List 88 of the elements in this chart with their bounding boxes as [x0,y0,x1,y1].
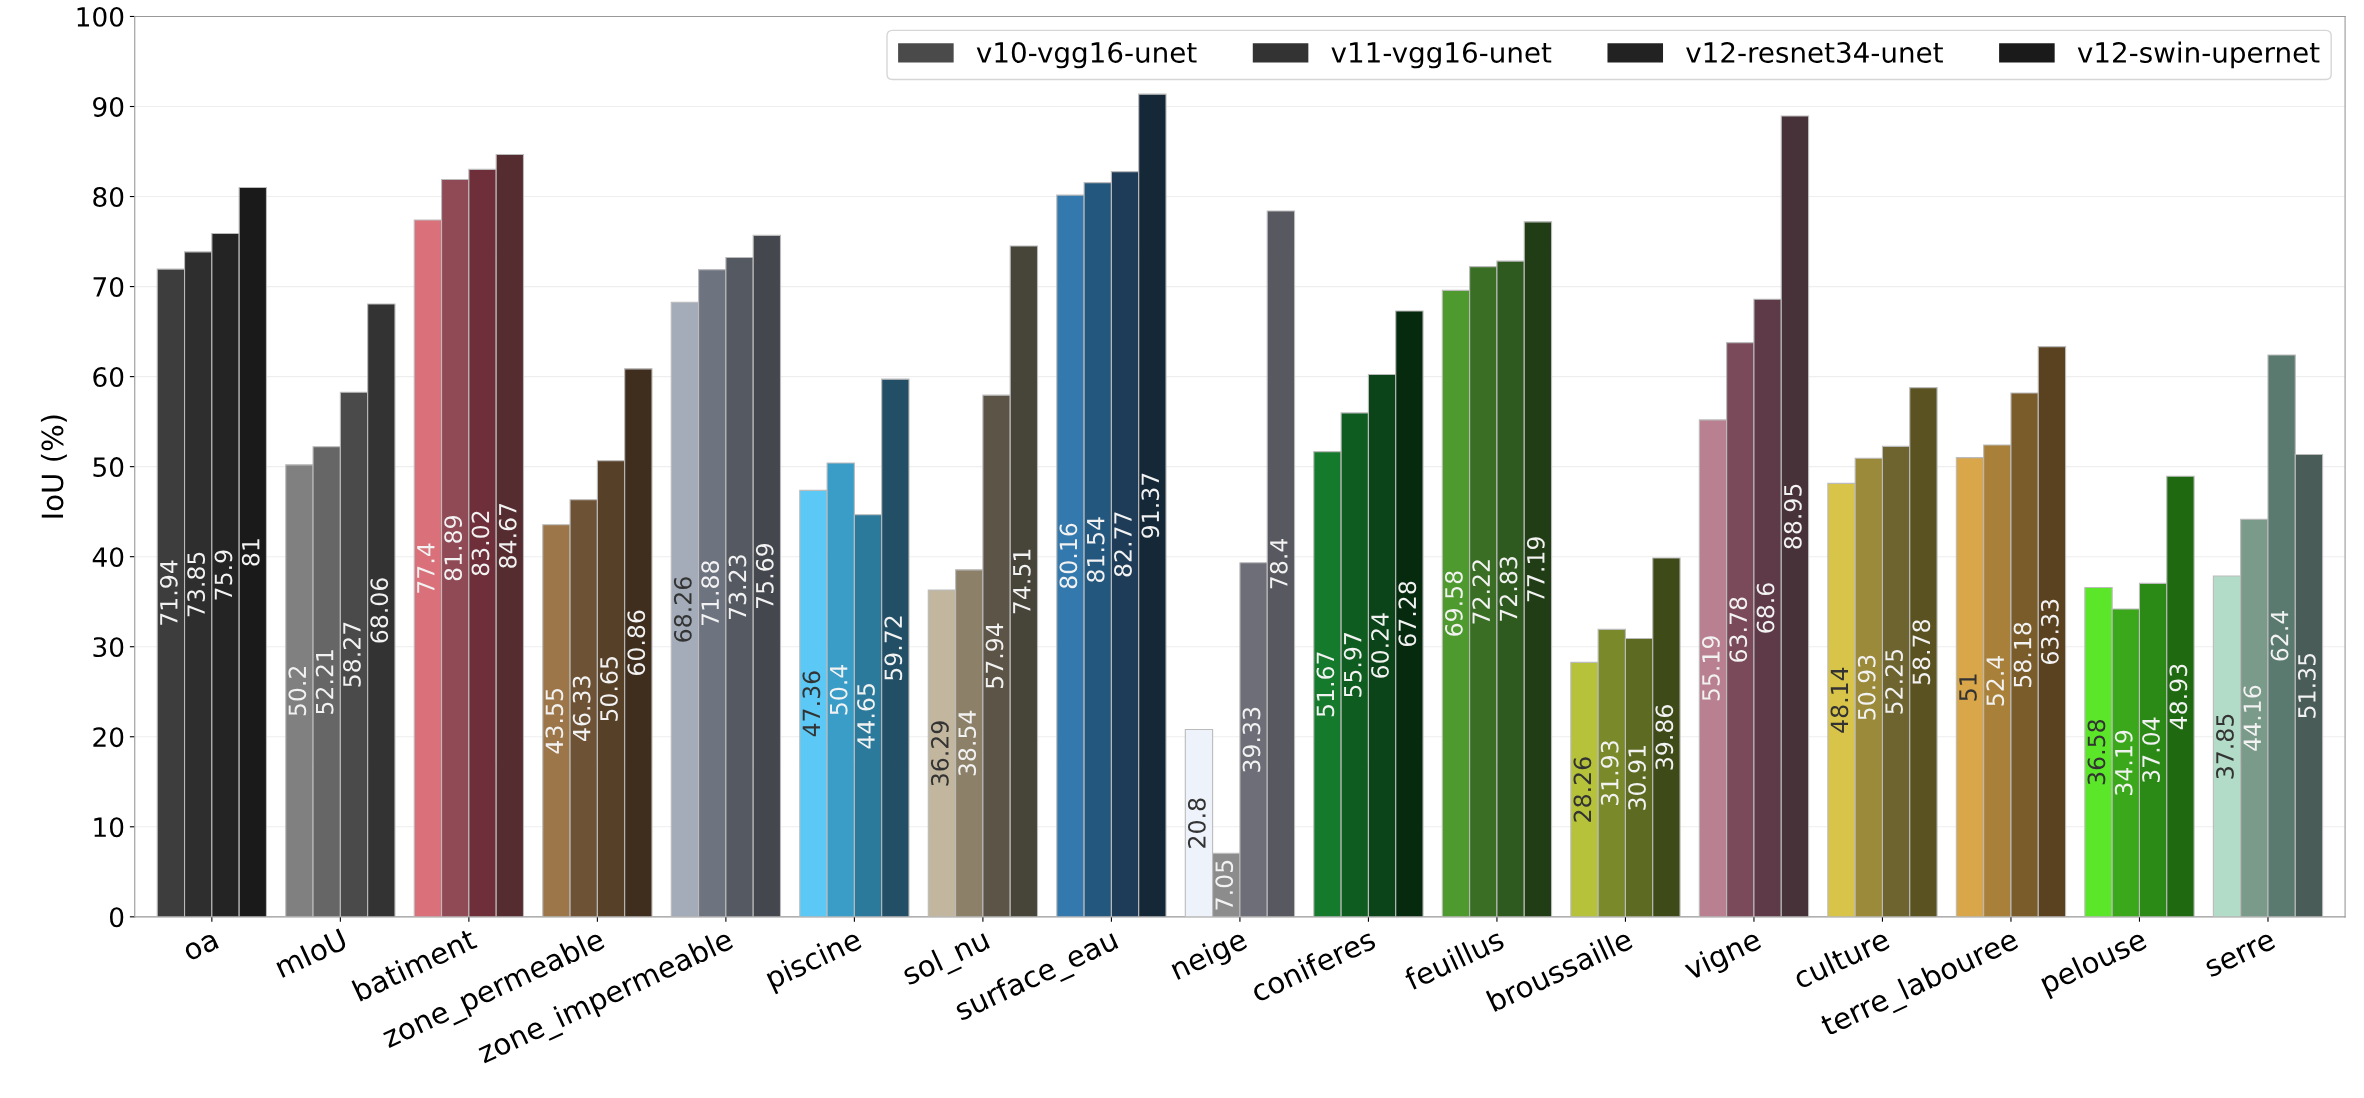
data-label: 60.24 [1371,613,1389,678]
data-label: 77.4 [417,543,435,593]
legend-label: v10-vgg16-unet [976,41,1197,69]
data-label: 43.55 [545,689,564,754]
data-label: 37.85 [2216,714,2234,779]
data-label: 7.05 [1215,860,1234,910]
data-label: 52.4 [1986,655,2005,706]
data-label: 58.18 [2013,622,2032,687]
data-label: 63.78 [1729,597,1748,662]
legend-label: v12-resnet34-unet [1686,41,1943,63]
data-label: 68.06 [370,578,389,643]
data-label: 74.51 [1013,549,1031,614]
data-label: 68.6 [1756,583,1775,633]
data-label: 34.19 [2114,730,2133,795]
y-tick-label: 60 [93,367,124,388]
data-label: 81 [241,539,260,566]
y-tick-label: 50 [93,457,124,478]
y-tick-label: 80 [93,186,124,207]
data-label: 75.69 [755,543,774,608]
data-label: 73.85 [187,552,206,617]
data-label: 81.89 [444,516,463,581]
data-label: 30.91 [1628,746,1646,810]
x-tick-label: serre [2204,932,2277,978]
data-label: 83.02 [471,511,490,576]
data-label: 75.9 [214,550,233,600]
data-label: 47.36 [802,671,821,737]
data-label: 52.25 [1885,649,1903,714]
y-tick-label: 20 [93,727,124,748]
data-label: 39.33 [1242,707,1261,772]
data-label: 63.33 [2040,599,2059,664]
data-label: 48.14 [1830,667,1849,733]
data-label: 91.37 [1141,473,1160,538]
data-label: 73.23 [728,555,747,620]
data-label: 50.2 [288,666,307,716]
y-tick-label: 30 [93,637,124,658]
data-label: 46.33 [572,676,591,741]
data-label: 51 [1959,674,1977,701]
data-label: 28.26 [1573,757,1592,822]
data-label: 38.54 [958,710,977,776]
data-label: 80.16 [1059,523,1078,589]
x-tick-label: neige [1168,927,1251,986]
data-label: 62.4 [2270,610,2289,661]
data-label: 55.97 [1343,633,1362,697]
data-label: 51.67 [1316,652,1335,717]
data-label: 60.86 [627,610,646,675]
data-label: 57.94 [985,623,1004,688]
data-label: 78.4 [1269,538,1288,589]
data-label: 51.35 [2297,653,2316,718]
data-label: 69.58 [1444,571,1463,636]
y-tick-label: 90 [93,96,124,117]
y-tick-label: 10 [94,817,124,838]
y-tick-label: 100 [77,6,124,27]
data-label: 71.94 [159,560,178,625]
data-label: 50.93 [1857,655,1876,720]
data-label: 68.26 [673,577,692,642]
data-label: 39.86 [1655,705,1674,770]
legend-label: v11-vgg16-unet [1331,41,1552,69]
data-label: 36.29 [930,721,949,786]
y-tick-label: 0 [109,907,124,928]
data-label: 37.04 [2142,717,2160,783]
data-label: 59.72 [884,616,903,680]
x-tick-label: vigne [1681,927,1765,986]
data-label: 84.67 [498,503,517,568]
data-label: 81.54 [1086,517,1105,582]
data-label: 52.21 [315,650,334,714]
data-label: 82.77 [1114,512,1132,577]
data-label: 55.19 [1701,636,1720,701]
data-label: 44.16 [2243,685,2262,751]
data-label: 50.65 [600,657,618,721]
data-label: 36.58 [2087,719,2106,785]
data-label: 58.27 [343,622,361,687]
data-label: 31.93 [1600,741,1619,806]
data-label: 72.22 [1472,560,1490,624]
data-label: 48.93 [2169,664,2188,730]
data-label: 72.83 [1499,557,1518,621]
y-tick-label: 70 [93,277,124,297]
data-label: 88.95 [1783,484,1802,549]
x-tick-label: oa [183,932,219,962]
data-label: 50.4 [829,664,848,715]
data-label: 44.65 [857,684,875,749]
data-label: 71.88 [701,561,720,626]
data-label: 67.28 [1398,581,1417,647]
data-label: 20.8 [1187,798,1206,848]
y-axis-title: IoU (%) [40,415,67,518]
legend-label: v12-swin-upernet [2077,41,2320,69]
y-tick-label: 40 [92,547,124,568]
data-label: 77.19 [1526,537,1545,602]
data-label: 58.78 [1912,620,1931,685]
